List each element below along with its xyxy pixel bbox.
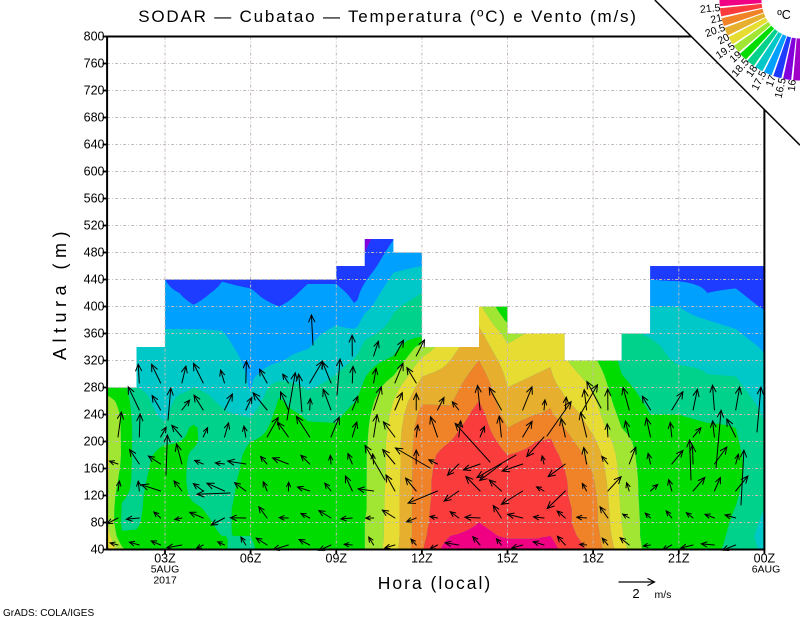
svg-text:360: 360	[84, 327, 105, 341]
svg-text:16: 16	[786, 79, 799, 92]
svg-text:280: 280	[84, 381, 105, 395]
svg-text:Altura (m): Altura (m)	[50, 226, 70, 360]
svg-text:2017: 2017	[153, 575, 177, 587]
svg-text:17: 17	[764, 73, 779, 88]
svg-text:40: 40	[91, 543, 105, 557]
svg-text:760: 760	[84, 57, 105, 71]
svg-text:21Z: 21Z	[668, 552, 690, 566]
svg-text:21: 21	[709, 12, 723, 26]
svg-text:200: 200	[84, 435, 105, 449]
svg-text:120: 120	[84, 489, 105, 503]
svg-text:00Z: 00Z	[754, 552, 776, 566]
svg-text:160: 160	[84, 462, 105, 476]
svg-text:GrADS: COLA/IGES: GrADS: COLA/IGES	[3, 608, 94, 618]
svg-text:640: 640	[84, 138, 105, 152]
svg-text:20: 20	[716, 31, 732, 47]
svg-text:240: 240	[84, 408, 105, 422]
svg-text:480: 480	[84, 246, 105, 260]
svg-text:15Z: 15Z	[497, 552, 519, 566]
svg-text:18Z: 18Z	[582, 552, 604, 566]
svg-text:440: 440	[84, 273, 105, 287]
svg-text:80: 80	[91, 516, 105, 530]
svg-text:800: 800	[84, 30, 105, 44]
svg-text:560: 560	[84, 192, 105, 206]
svg-text:680: 680	[84, 111, 105, 125]
svg-text:m/s: m/s	[655, 589, 672, 601]
svg-text:16.5: 16.5	[773, 77, 789, 100]
svg-text:5AUG: 5AUG	[151, 564, 180, 576]
svg-text:2: 2	[632, 586, 639, 601]
svg-text:6AUG: 6AUG	[752, 564, 781, 576]
svg-text:720: 720	[84, 84, 105, 98]
svg-text:18: 18	[744, 63, 761, 80]
svg-text:SODAR — Cubatao — Temperatura: SODAR — Cubatao — Temperatura (ºC) e Ven…	[138, 7, 638, 26]
svg-text:12Z: 12Z	[411, 552, 433, 566]
svg-text:06Z: 06Z	[240, 552, 262, 566]
svg-text:ºC: ºC	[777, 8, 791, 22]
svg-text:520: 520	[84, 219, 105, 233]
svg-text:03Z: 03Z	[154, 552, 176, 566]
svg-text:320: 320	[84, 354, 105, 368]
svg-text:600: 600	[84, 165, 105, 179]
svg-text:09Z: 09Z	[326, 552, 348, 566]
svg-text:21.5: 21.5	[699, 2, 721, 16]
svg-text:400: 400	[84, 300, 105, 314]
svg-text:Hora (local): Hora (local)	[378, 573, 492, 593]
